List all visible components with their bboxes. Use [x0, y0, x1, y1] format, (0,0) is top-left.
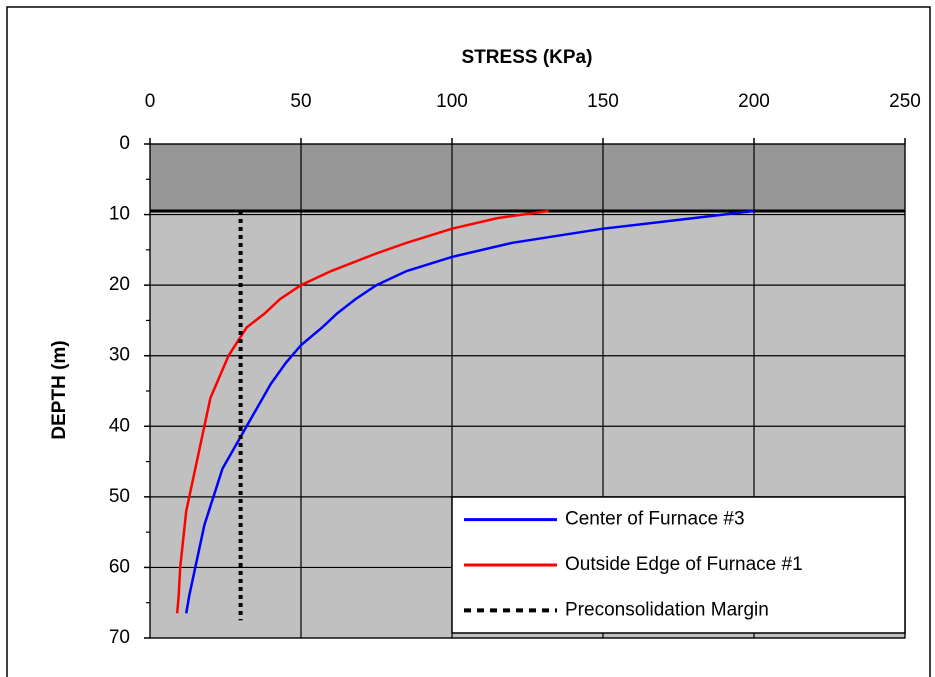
x-tick-label: 0	[145, 91, 156, 112]
y-tick-label: 0	[119, 133, 130, 154]
x-tick-label: 250	[889, 91, 921, 112]
legend-label: Center of Furnace #3	[565, 509, 745, 530]
x-tick-label: 200	[738, 91, 770, 112]
series-line	[185, 209, 755, 614]
y-tick-label: 20	[109, 274, 130, 295]
x-axis-title: STRESS (KPa)	[462, 47, 593, 68]
y-tick-label: 60	[109, 556, 130, 577]
x-tick-label: 100	[436, 91, 468, 112]
series-line	[175, 209, 549, 614]
legend-label: Preconsolidation Margin	[565, 599, 769, 620]
y-tick-label: 70	[109, 627, 130, 648]
plot-border	[149, 143, 906, 639]
y-tick-label: 10	[109, 204, 130, 225]
y-tick-label: 30	[109, 345, 130, 366]
y-tick-label: 50	[109, 486, 130, 507]
y-tick-label: 40	[109, 415, 130, 436]
x-tick-label: 150	[587, 91, 619, 112]
legend-label: Outside Edge of Furnace #1	[565, 554, 803, 575]
x-tick-label: 50	[290, 91, 311, 112]
shaded-band	[150, 144, 905, 212]
y-axis-title: DEPTH (m)	[49, 340, 70, 439]
